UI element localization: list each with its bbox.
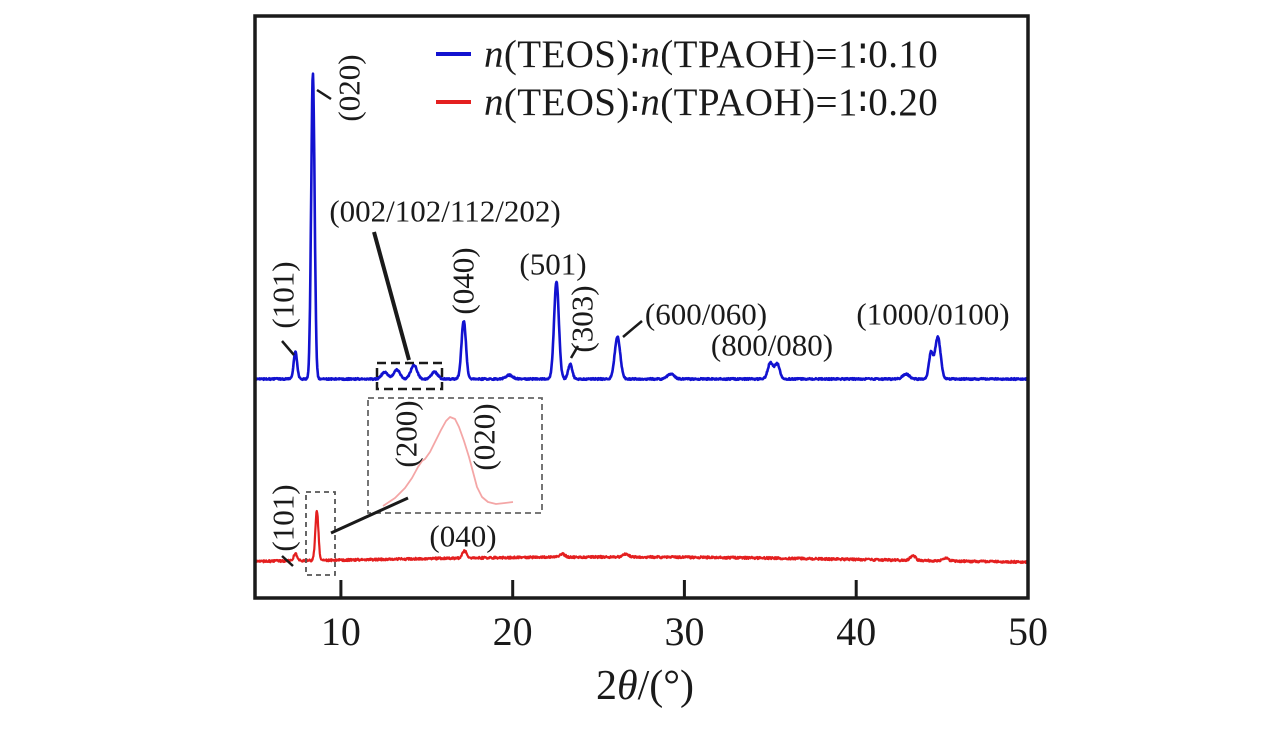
callout-line — [330, 496, 409, 535]
x-axis-title-text: /(°) — [637, 663, 695, 709]
peak-label: (303) — [564, 285, 600, 353]
peak-label: (101) — [265, 261, 301, 329]
legend-entry-red: n(TEOS)∶n(TPAOH)=1∶0.20 — [436, 78, 938, 126]
callout-line — [281, 340, 295, 356]
callout-line — [281, 555, 294, 567]
callout-line — [622, 320, 643, 338]
xrd-curve-red — [253, 509, 1029, 565]
peak-label: (020) — [466, 403, 502, 471]
plot-frame — [253, 14, 1030, 600]
callout-line — [569, 345, 580, 359]
peak-label: (1000/0100) — [856, 296, 1010, 332]
legend-entry-blue: n(TEOS)∶n(TPAOH)=1∶0.10 — [436, 30, 938, 78]
legend-n-italic: n — [640, 80, 661, 124]
peak-label: (002/102/112/202) — [329, 193, 561, 229]
legend-n-italic: n — [640, 32, 661, 76]
x-tick-label: 20 — [492, 609, 533, 654]
legend: n(TEOS)∶n(TPAOH)=1∶0.10 n(TEOS)∶n(TPAOH)… — [436, 30, 938, 126]
legend-line-blue-icon — [436, 52, 471, 56]
dashed-annotation-box — [305, 491, 336, 576]
x-tick-label: 10 — [320, 609, 361, 654]
peak-label: (501) — [519, 246, 587, 282]
peak-label: (800/080) — [710, 327, 834, 363]
dashed-annotation-box — [367, 397, 543, 514]
dashed-annotation-box — [375, 361, 444, 391]
peak-label: (040) — [445, 247, 481, 315]
legend-n-italic: n — [484, 32, 504, 76]
legend-text: (TPAOH)=1∶0.20 — [660, 80, 939, 124]
x-tick-label: 50 — [1008, 609, 1048, 654]
peak-label: (040) — [429, 518, 497, 554]
legend-n-italic: n — [484, 80, 504, 124]
x-axis-title-theta: θ — [616, 663, 638, 709]
x-axis-title-text: 2 — [595, 663, 617, 709]
callout-line — [316, 88, 332, 101]
peak-label: (200) — [388, 400, 424, 468]
peak-label: (101) — [265, 484, 301, 552]
x-axis-title: 2θ/(°) — [596, 665, 694, 707]
callout-line — [372, 231, 411, 361]
peak-label: (600/060) — [644, 296, 768, 332]
legend-text: (TEOS)∶ — [503, 32, 641, 76]
legend-text: (TPAOH)=1∶0.10 — [660, 32, 939, 76]
legend-label: n(TEOS)∶n(TPAOH)=1∶0.20 — [484, 83, 938, 122]
peak-label: (020) — [331, 54, 367, 122]
x-tick-label: 40 — [836, 609, 877, 654]
x-tick-label: 30 — [664, 609, 705, 654]
xrd-curve-blue — [253, 72, 1029, 382]
legend-label: n(TEOS)∶n(TPAOH)=1∶0.10 — [484, 35, 938, 74]
legend-line-red-icon — [436, 100, 471, 104]
legend-text: (TEOS)∶ — [503, 80, 641, 124]
inset-magnified-curve — [382, 416, 514, 507]
